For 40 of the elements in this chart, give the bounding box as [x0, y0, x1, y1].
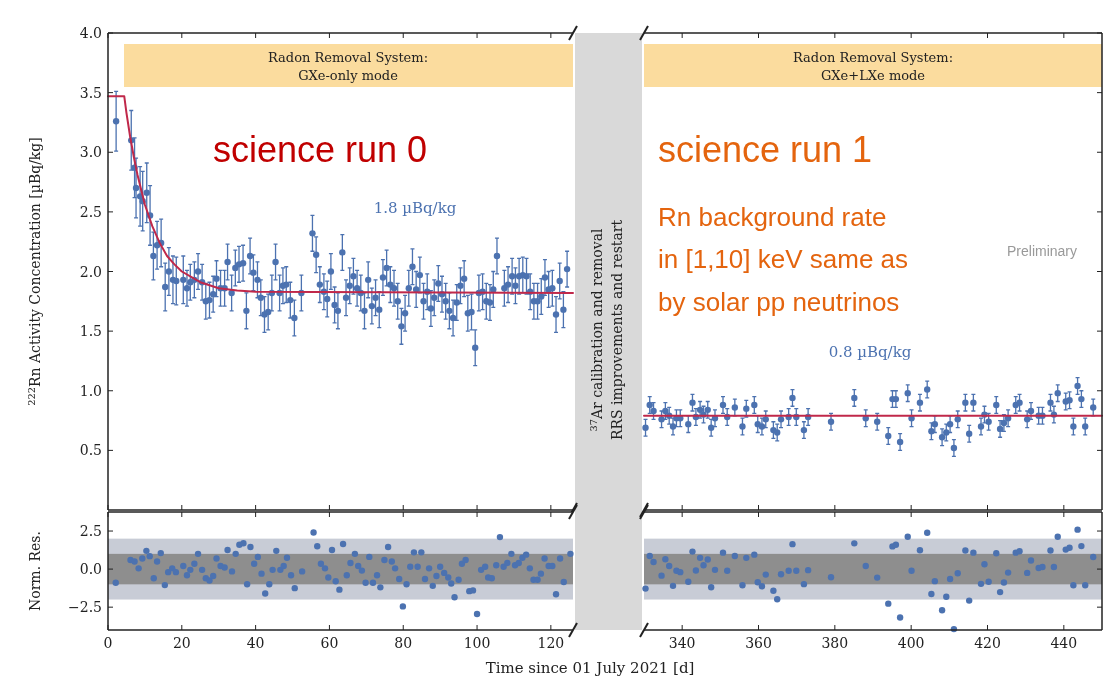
text: RRS improvements and restart — [609, 219, 625, 441]
y-tick-label: 1.0 — [79, 382, 102, 399]
x-tick-label: 100 — [463, 635, 491, 651]
y-tick-label: 3.0 — [79, 144, 102, 161]
annotation: by solar pp neutrinos — [658, 287, 900, 317]
y-tick-label: −2.5 — [68, 599, 102, 616]
y-tick-label: 2.5 — [79, 203, 102, 220]
x-tick-label: 340 — [668, 635, 696, 651]
annotation: 0.8 µBq/kg — [828, 343, 912, 361]
x-tick-label: 380 — [821, 635, 849, 651]
x-tick-label: 360 — [745, 635, 772, 651]
x-tick-label: 20 — [172, 635, 191, 651]
annotation: in [1,10] keV same as — [658, 244, 909, 274]
annotation: 1.8 µBq/kg — [373, 199, 457, 217]
x-tick-label: 400 — [897, 635, 925, 651]
y-tick-label: 2.5 — [79, 523, 102, 540]
line-series — [107, 95, 574, 294]
y-tick-label: 2.0 — [79, 263, 102, 280]
y-tick-label: 4.0 — [79, 25, 102, 41]
y-axis-title: Norm. Res. — [27, 530, 43, 612]
x-tick-label: 80 — [394, 635, 413, 651]
x-tick-label: 40 — [246, 635, 265, 651]
annotation: Preliminary — [1006, 243, 1078, 259]
x-tick-label: 0 — [103, 635, 113, 651]
x-tick-label: 440 — [1050, 635, 1078, 651]
annotation: GXe-only mode — [298, 68, 399, 83]
annotation: Radon Removal System: — [792, 50, 954, 65]
y-tick-label: 0.5 — [79, 442, 102, 459]
y-tick-label: 1.5 — [79, 323, 102, 340]
annotation: GXe+LXe mode — [820, 68, 926, 83]
annotation: science run 1 — [658, 129, 873, 170]
annotation: Radon Removal System: — [267, 50, 429, 65]
annotation: science run 0 — [213, 129, 428, 170]
x-tick-label: 60 — [320, 635, 339, 651]
x-tick-label: 120 — [537, 635, 565, 651]
y-tick-label: 0.0 — [79, 561, 102, 578]
annotation: Rn background rate — [658, 202, 887, 232]
x-axis-title: Time since 01 July 2021 [d] — [485, 659, 695, 677]
y-tick-label: 3.5 — [79, 84, 102, 101]
x-tick-label: 420 — [974, 635, 1001, 651]
